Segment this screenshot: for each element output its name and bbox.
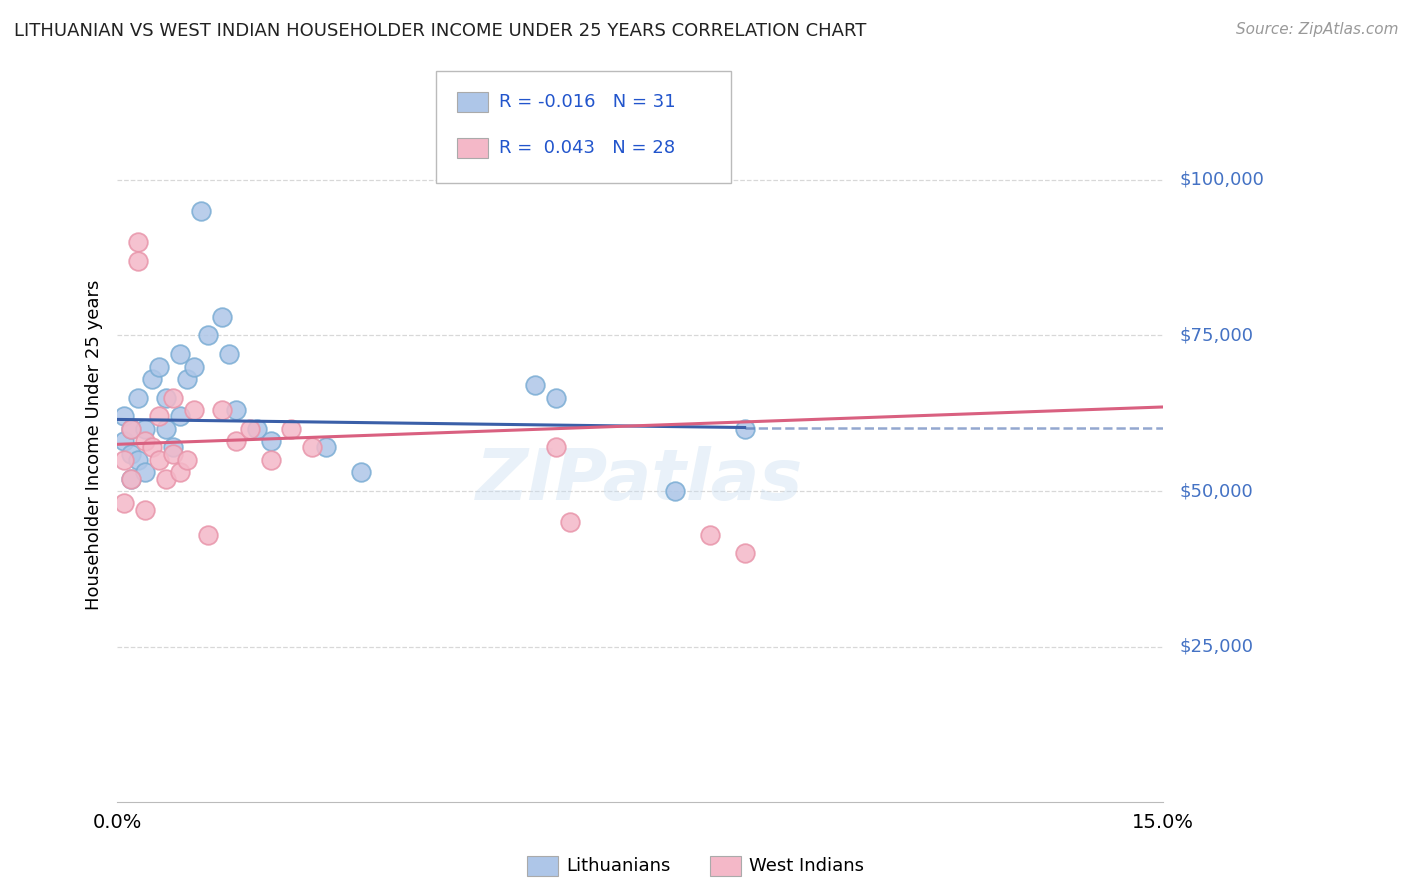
Text: ZIPatlas: ZIPatlas — [477, 446, 804, 515]
Point — [134, 466, 156, 480]
Point — [134, 434, 156, 449]
Text: LITHUANIAN VS WEST INDIAN HOUSEHOLDER INCOME UNDER 25 YEARS CORRELATION CHART: LITHUANIAN VS WEST INDIAN HOUSEHOLDER IN… — [14, 22, 866, 40]
Point — [664, 483, 686, 498]
Point — [120, 422, 142, 436]
Point — [169, 347, 191, 361]
Point — [301, 441, 323, 455]
Point — [155, 391, 177, 405]
Point — [162, 441, 184, 455]
Text: $25,000: $25,000 — [1180, 638, 1254, 656]
Point — [134, 422, 156, 436]
Point — [259, 453, 281, 467]
Point — [120, 472, 142, 486]
Point — [112, 453, 135, 467]
Point — [183, 359, 205, 374]
Point — [699, 527, 721, 541]
Text: West Indians: West Indians — [749, 857, 865, 875]
Point — [259, 434, 281, 449]
Point — [197, 527, 219, 541]
Point — [127, 453, 149, 467]
Y-axis label: Householder Income Under 25 years: Householder Income Under 25 years — [86, 279, 103, 609]
Point — [176, 372, 198, 386]
Point — [546, 391, 568, 405]
Point — [225, 434, 247, 449]
Point — [546, 441, 568, 455]
Point — [524, 378, 547, 392]
Point — [211, 403, 233, 417]
Point — [176, 453, 198, 467]
Point — [169, 409, 191, 424]
Point — [162, 447, 184, 461]
Point — [190, 203, 212, 218]
Point — [315, 441, 337, 455]
Point — [127, 235, 149, 249]
Text: Source: ZipAtlas.com: Source: ZipAtlas.com — [1236, 22, 1399, 37]
Point — [112, 434, 135, 449]
Point — [148, 453, 170, 467]
Point — [127, 391, 149, 405]
Point — [120, 447, 142, 461]
Point — [183, 403, 205, 417]
Point — [218, 347, 240, 361]
Point — [155, 422, 177, 436]
Point — [734, 422, 756, 436]
Point — [246, 422, 269, 436]
Text: $100,000: $100,000 — [1180, 170, 1264, 189]
Point — [211, 310, 233, 324]
Text: R =  0.043   N = 28: R = 0.043 N = 28 — [499, 139, 675, 157]
Point — [120, 422, 142, 436]
Point — [280, 422, 302, 436]
Point — [162, 391, 184, 405]
Point — [239, 422, 262, 436]
Text: R = -0.016   N = 31: R = -0.016 N = 31 — [499, 93, 676, 111]
Point — [560, 515, 582, 529]
Point — [112, 409, 135, 424]
Point — [141, 372, 163, 386]
Point — [141, 441, 163, 455]
Point — [120, 472, 142, 486]
Text: $75,000: $75,000 — [1180, 326, 1254, 344]
Text: Lithuanians: Lithuanians — [567, 857, 671, 875]
Point — [155, 472, 177, 486]
Point — [225, 403, 247, 417]
Text: $50,000: $50,000 — [1180, 482, 1253, 500]
Point — [197, 328, 219, 343]
Point — [134, 502, 156, 516]
Point — [350, 466, 373, 480]
Point — [127, 253, 149, 268]
Point — [148, 409, 170, 424]
Point — [734, 546, 756, 560]
Point — [112, 496, 135, 510]
Point — [169, 466, 191, 480]
Point — [148, 359, 170, 374]
